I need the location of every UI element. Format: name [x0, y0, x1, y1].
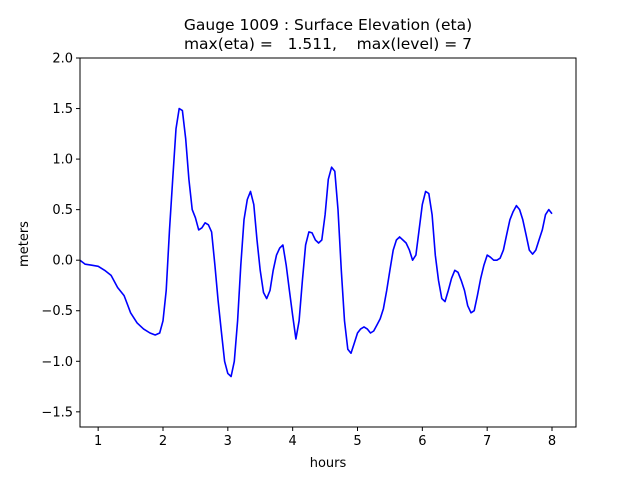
y-tick-label: 0.5 [52, 203, 73, 218]
y-tick-label: 2.0 [52, 52, 73, 67]
y-tick-label: 1.5 [52, 102, 73, 117]
series-line [79, 107, 553, 378]
x-tick-label: 4 [289, 434, 297, 449]
x-tick-label: 7 [483, 434, 491, 449]
y-tick-label: 1.0 [52, 153, 73, 168]
y-tick-label: −0.5 [41, 304, 73, 319]
x-tick-label: 3 [224, 434, 232, 449]
plot-area [79, 107, 553, 378]
y-axis: −1.5 −1.0 −0.5 0.0 0.5 1.0 1.5 2.0 [41, 52, 80, 420]
chart-title: Gauge 1009 : Surface Elevation (eta) [184, 16, 472, 34]
x-axis: 1 2 3 4 5 6 7 8 [94, 427, 556, 449]
x-axis-label: hours [310, 456, 347, 471]
y-tick-label: −1.5 [41, 405, 73, 420]
y-axis-label: meters [17, 221, 32, 267]
x-tick-label: 8 [548, 434, 556, 449]
x-tick-label: 5 [353, 434, 361, 449]
x-tick-label: 2 [159, 434, 167, 449]
y-tick-label: 0.0 [52, 254, 73, 269]
y-tick-label: −1.0 [41, 355, 73, 370]
x-tick-label: 6 [418, 434, 426, 449]
x-tick-label: 1 [94, 434, 102, 449]
chart-subtitle: max(eta) = 1.511, max(level) = 7 [184, 35, 472, 53]
plot-frame [79, 57, 577, 428]
